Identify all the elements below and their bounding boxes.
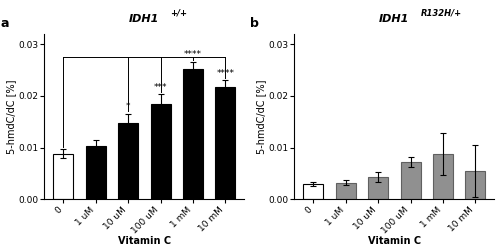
Text: IDH1: IDH1 — [129, 14, 160, 24]
Bar — [336, 183, 356, 199]
X-axis label: Vitamin C: Vitamin C — [368, 236, 421, 246]
Text: ***: *** — [154, 83, 168, 92]
Bar — [433, 154, 453, 199]
Bar — [216, 87, 236, 199]
Text: IDH1: IDH1 — [379, 14, 410, 24]
Y-axis label: 5-hmdC/dC [%]: 5-hmdC/dC [%] — [256, 79, 266, 154]
Bar — [400, 162, 420, 199]
Text: *: * — [126, 102, 130, 111]
Text: b: b — [250, 17, 259, 30]
Bar — [466, 171, 485, 199]
Bar — [54, 154, 74, 199]
Text: ****: **** — [216, 69, 234, 78]
Bar — [86, 146, 106, 199]
Bar — [183, 69, 203, 199]
Y-axis label: 5-hmdC/dC [%]: 5-hmdC/dC [%] — [6, 79, 16, 154]
Bar — [150, 104, 171, 199]
Text: ****: **** — [184, 50, 202, 59]
Bar — [118, 123, 138, 199]
Bar — [304, 184, 324, 199]
Text: R132H/+: R132H/+ — [420, 8, 462, 17]
X-axis label: Vitamin C: Vitamin C — [118, 236, 171, 246]
Bar — [368, 177, 388, 199]
Text: +/+: +/+ — [170, 8, 188, 17]
Text: a: a — [0, 17, 9, 30]
